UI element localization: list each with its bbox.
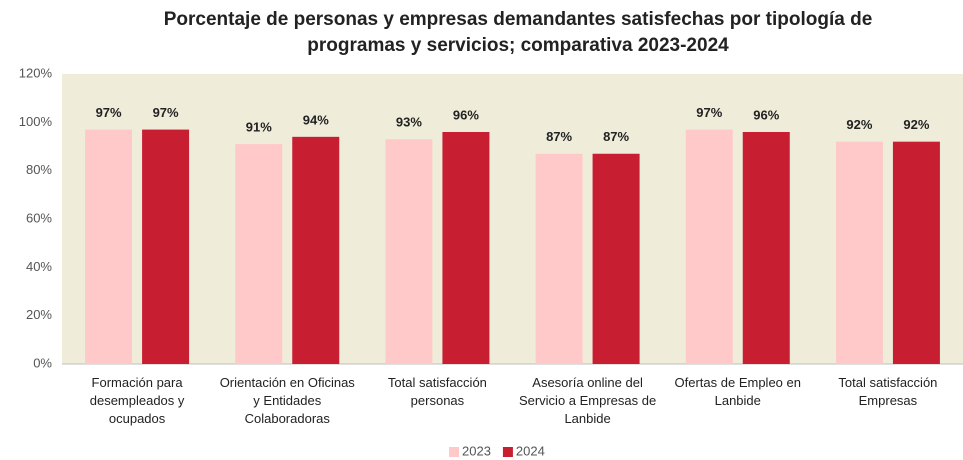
y-tick-label: 80% bbox=[26, 162, 52, 177]
bar bbox=[235, 144, 283, 364]
x-tick-label: Formación para desempleados y ocupados bbox=[90, 375, 185, 426]
bar bbox=[535, 153, 583, 364]
x-tick-label: Total satisfacción personas bbox=[388, 375, 487, 408]
bar bbox=[685, 129, 733, 364]
data-label: 92% bbox=[846, 117, 872, 132]
data-label: 97% bbox=[696, 105, 722, 120]
data-label: 91% bbox=[246, 120, 272, 135]
data-label: 97% bbox=[153, 105, 179, 120]
data-label: 96% bbox=[753, 107, 779, 122]
data-label: 93% bbox=[396, 115, 422, 130]
data-label: 96% bbox=[453, 107, 479, 122]
bar bbox=[835, 141, 883, 364]
bar bbox=[385, 139, 433, 364]
bar bbox=[85, 129, 133, 364]
bar bbox=[892, 141, 940, 364]
y-tick-label: 120% bbox=[19, 65, 53, 80]
legend-label: 2024 bbox=[516, 443, 545, 458]
legend-label: 2023 bbox=[462, 443, 491, 458]
legend-swatch bbox=[502, 447, 513, 457]
x-tick-label: Asesoría online del Servicio a Empresas d… bbox=[519, 375, 656, 426]
legend-swatch bbox=[449, 447, 459, 457]
x-tick-label: Orientación en Oficinas y Entidades Colabo… bbox=[220, 375, 356, 426]
x-tick-label: Total satisfacción Empresas bbox=[838, 375, 937, 408]
y-tick-label: 0% bbox=[33, 355, 52, 370]
data-label: 87% bbox=[546, 129, 572, 144]
bar bbox=[592, 153, 640, 364]
data-label: 87% bbox=[603, 129, 629, 144]
y-tick-label: 100% bbox=[19, 114, 53, 129]
y-tick-label: 40% bbox=[26, 259, 52, 274]
y-tick-label: 20% bbox=[26, 307, 52, 322]
x-tick-label: Ofertas de Empleo en Lanbide bbox=[675, 375, 801, 408]
data-label: 92% bbox=[903, 117, 929, 132]
plot-area bbox=[62, 74, 963, 364]
data-label: 97% bbox=[96, 105, 122, 120]
chart-title: Porcentaje de personas y empresas demand… bbox=[164, 9, 873, 56]
bar bbox=[442, 132, 490, 364]
data-label: 94% bbox=[303, 112, 329, 127]
y-tick-label: 60% bbox=[26, 210, 52, 225]
bar bbox=[742, 132, 790, 364]
bar bbox=[292, 136, 340, 364]
bar bbox=[142, 129, 190, 364]
